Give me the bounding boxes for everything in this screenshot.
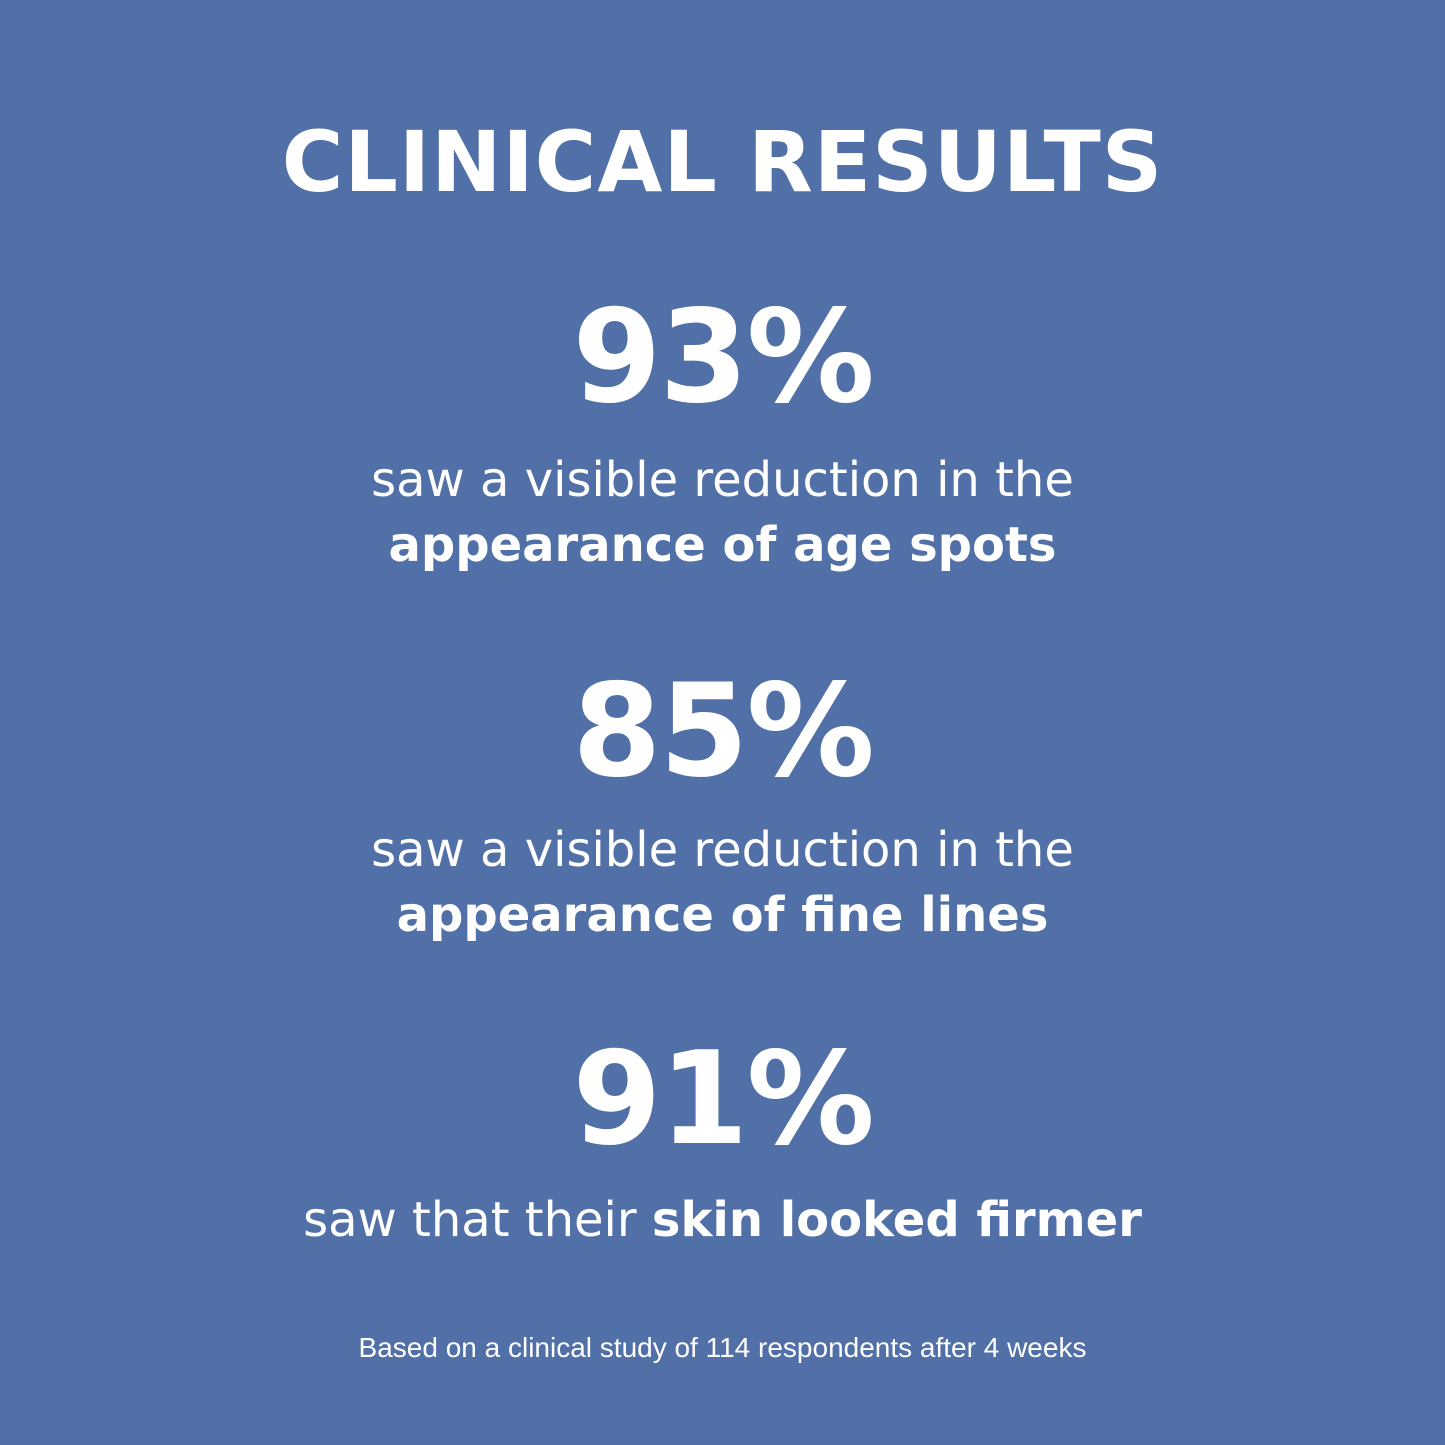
stat-value-firmer: 91% bbox=[572, 1025, 874, 1174]
footnote: Based on a clinical study of 114 respond… bbox=[358, 1332, 1087, 1363]
stat-value-age-spots: 93% bbox=[572, 283, 874, 432]
stat-desc-bold: skin looked firmer bbox=[651, 1192, 1142, 1248]
stat-desc-line2: appearance of fine lines bbox=[396, 887, 1049, 943]
stat-desc: saw that their skin looked firmer bbox=[0, 1188, 1445, 1252]
stat-desc-line1: saw a visible reduction in the bbox=[371, 452, 1074, 508]
stat-desc-line1: saw a visible reduction in the bbox=[371, 822, 1074, 878]
stat-value-fine-lines: 85% bbox=[572, 657, 874, 806]
stat-desc-line2: appearance of age spots bbox=[388, 517, 1057, 573]
page-title: CLINICAL RESULTS bbox=[281, 113, 1164, 211]
stat-desc-regular: saw that their bbox=[303, 1192, 652, 1248]
